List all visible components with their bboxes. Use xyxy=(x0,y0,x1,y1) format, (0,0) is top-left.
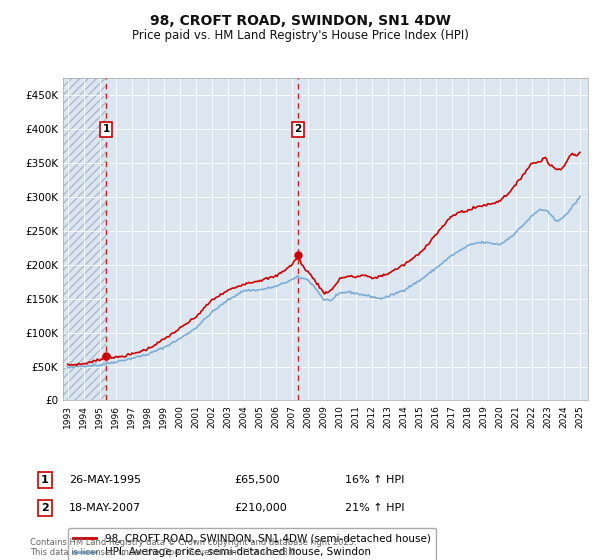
Text: Contains HM Land Registry data © Crown copyright and database right 2025.
This d: Contains HM Land Registry data © Crown c… xyxy=(30,538,356,557)
Text: £210,000: £210,000 xyxy=(234,503,287,513)
Bar xyxy=(63,78,106,400)
Text: 2: 2 xyxy=(41,503,49,513)
Text: 26-MAY-1995: 26-MAY-1995 xyxy=(69,475,141,485)
Legend: 98, CROFT ROAD, SWINDON, SN1 4DW (semi-detached house), HPI: Average price, semi: 98, CROFT ROAD, SWINDON, SN1 4DW (semi-d… xyxy=(68,528,436,560)
Text: Price paid vs. HM Land Registry's House Price Index (HPI): Price paid vs. HM Land Registry's House … xyxy=(131,29,469,42)
Text: 18-MAY-2007: 18-MAY-2007 xyxy=(69,503,141,513)
Text: 98, CROFT ROAD, SWINDON, SN1 4DW: 98, CROFT ROAD, SWINDON, SN1 4DW xyxy=(149,14,451,28)
Text: £65,500: £65,500 xyxy=(234,475,280,485)
Text: 16% ↑ HPI: 16% ↑ HPI xyxy=(345,475,404,485)
Text: 1: 1 xyxy=(41,475,49,485)
Text: 21% ↑ HPI: 21% ↑ HPI xyxy=(345,503,404,513)
Text: 2: 2 xyxy=(295,124,302,134)
Text: 1: 1 xyxy=(103,124,110,134)
